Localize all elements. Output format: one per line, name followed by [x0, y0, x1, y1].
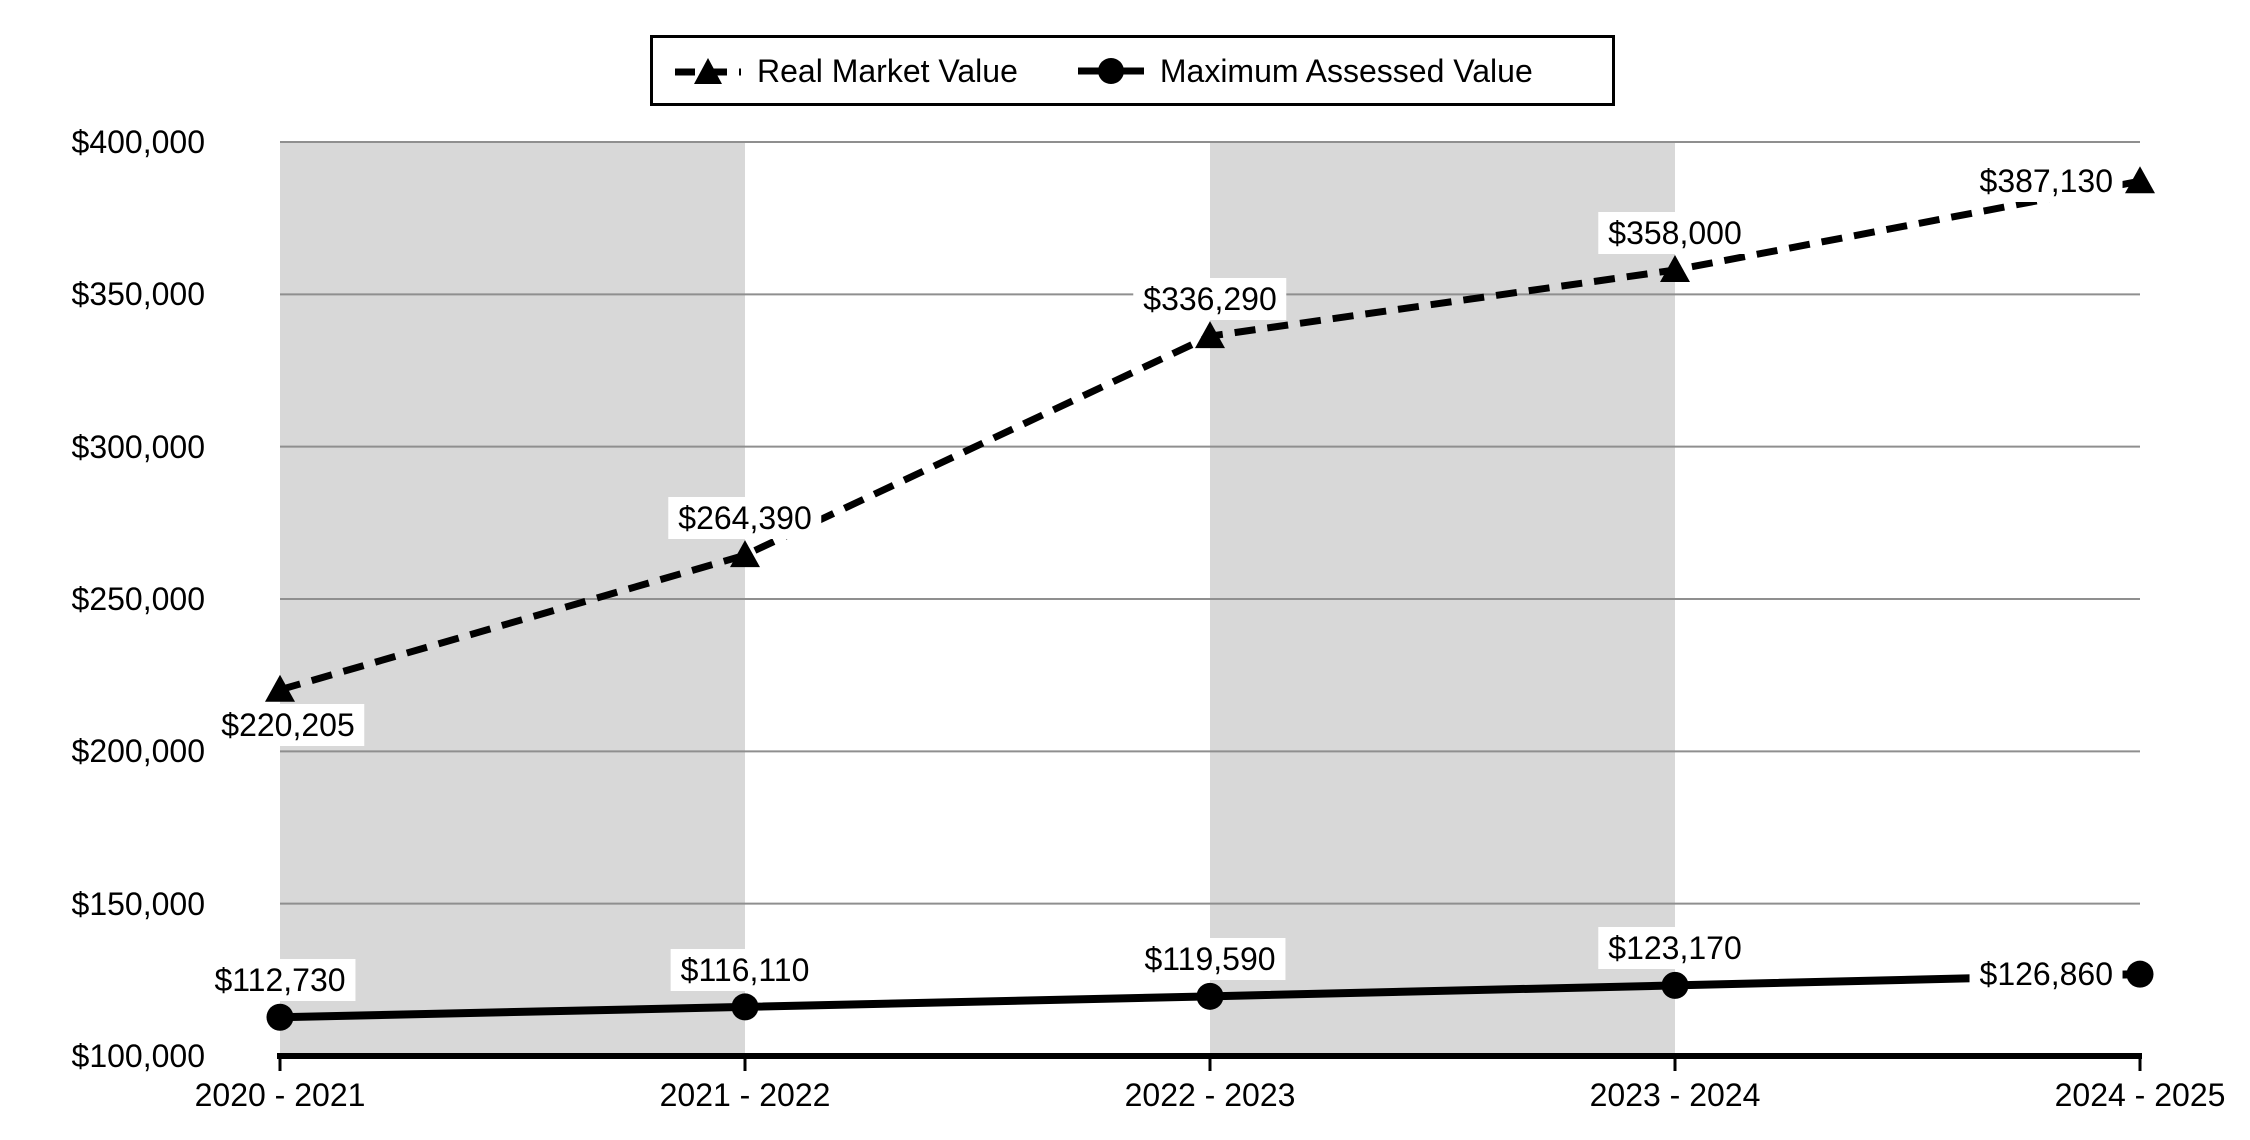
- x-axis-tick-label: 2021 - 2022: [659, 1077, 831, 1113]
- solid-circle-marker-icon: [1077, 57, 1144, 84]
- triangle-marker-icon: [730, 540, 760, 568]
- triangle-marker-icon: [1660, 254, 1690, 282]
- triangle-marker-icon: [265, 674, 295, 702]
- legend-label: Maximum Assessed Value: [1159, 52, 1533, 89]
- legend-item-real-market-value: Real Market Value: [675, 52, 1018, 90]
- x-axis-tick-label: 2024 - 2025: [2054, 1077, 2226, 1113]
- data-label: $358,000: [1598, 211, 1752, 254]
- data-label: $116,110: [670, 948, 820, 991]
- data-label: $336,290: [1133, 278, 1287, 321]
- data-label: $387,130: [1969, 160, 2123, 203]
- data-label: $119,590: [1134, 938, 1286, 981]
- dashed-triangle-marker-icon: [675, 57, 741, 84]
- legend-item-maximum-assessed-value: Maximum Assessed Value: [1077, 52, 1533, 90]
- y-axis-tick-label: $400,000: [71, 124, 205, 160]
- y-axis-tick-label: $300,000: [71, 428, 205, 465]
- data-label: $123,170: [1598, 927, 1752, 970]
- data-label: $112,730: [204, 959, 356, 1002]
- circle-marker-icon: [1661, 971, 1689, 999]
- triangle-marker-icon: [2125, 166, 2155, 194]
- y-axis-tick-label: $100,000: [71, 1038, 205, 1074]
- circle-marker-icon: [731, 993, 759, 1021]
- x-axis-tick-label: 2023 - 2024: [1589, 1077, 1761, 1113]
- circle-marker-icon: [2126, 960, 2154, 988]
- data-label: $264,390: [668, 497, 822, 540]
- x-axis-tick-label: 2020 - 2021: [194, 1077, 366, 1113]
- legend-label: Real Market Value: [757, 52, 1018, 89]
- triangle-marker-icon: [1195, 321, 1225, 349]
- data-label: $220,205: [211, 703, 365, 746]
- y-axis-tick-label: $150,000: [71, 885, 205, 922]
- y-axis-tick-label: $350,000: [71, 276, 205, 313]
- y-axis-tick-label: $200,000: [71, 733, 205, 770]
- circle-marker-icon: [1196, 982, 1224, 1010]
- data-label: $126,860: [1969, 953, 2123, 996]
- circle-marker-icon: [266, 1003, 294, 1031]
- legend: Real Market Value Maximum Assessed Value: [650, 35, 1615, 106]
- y-axis-tick-label: $250,000: [71, 581, 205, 617]
- x-axis-tick-label: 2022 - 2023: [1124, 1077, 1296, 1113]
